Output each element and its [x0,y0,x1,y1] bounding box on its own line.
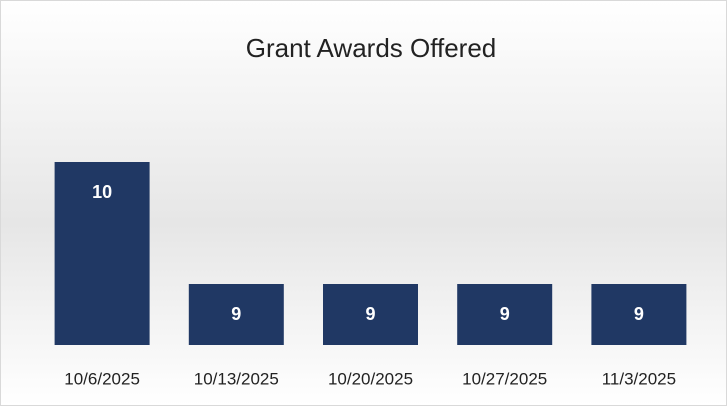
chart-title: Grant Awards Offered [246,33,497,63]
x-tick-label: 11/3/2025 [602,369,676,388]
value-label: 9 [634,304,644,324]
value-label: 9 [365,304,375,324]
x-tick-label: 10/20/2025 [328,369,413,388]
x-tick-label: 10/27/2025 [462,369,547,388]
bar [457,284,553,345]
x-tick-label: 10/13/2025 [194,369,279,388]
bar [323,284,418,345]
value-label: 9 [231,304,241,324]
x-tick-label: 10/6/2025 [64,369,140,388]
bar [188,284,284,345]
value-label: 9 [500,304,510,324]
value-label: 10 [92,182,112,202]
bar [54,162,150,345]
bar [591,284,687,345]
